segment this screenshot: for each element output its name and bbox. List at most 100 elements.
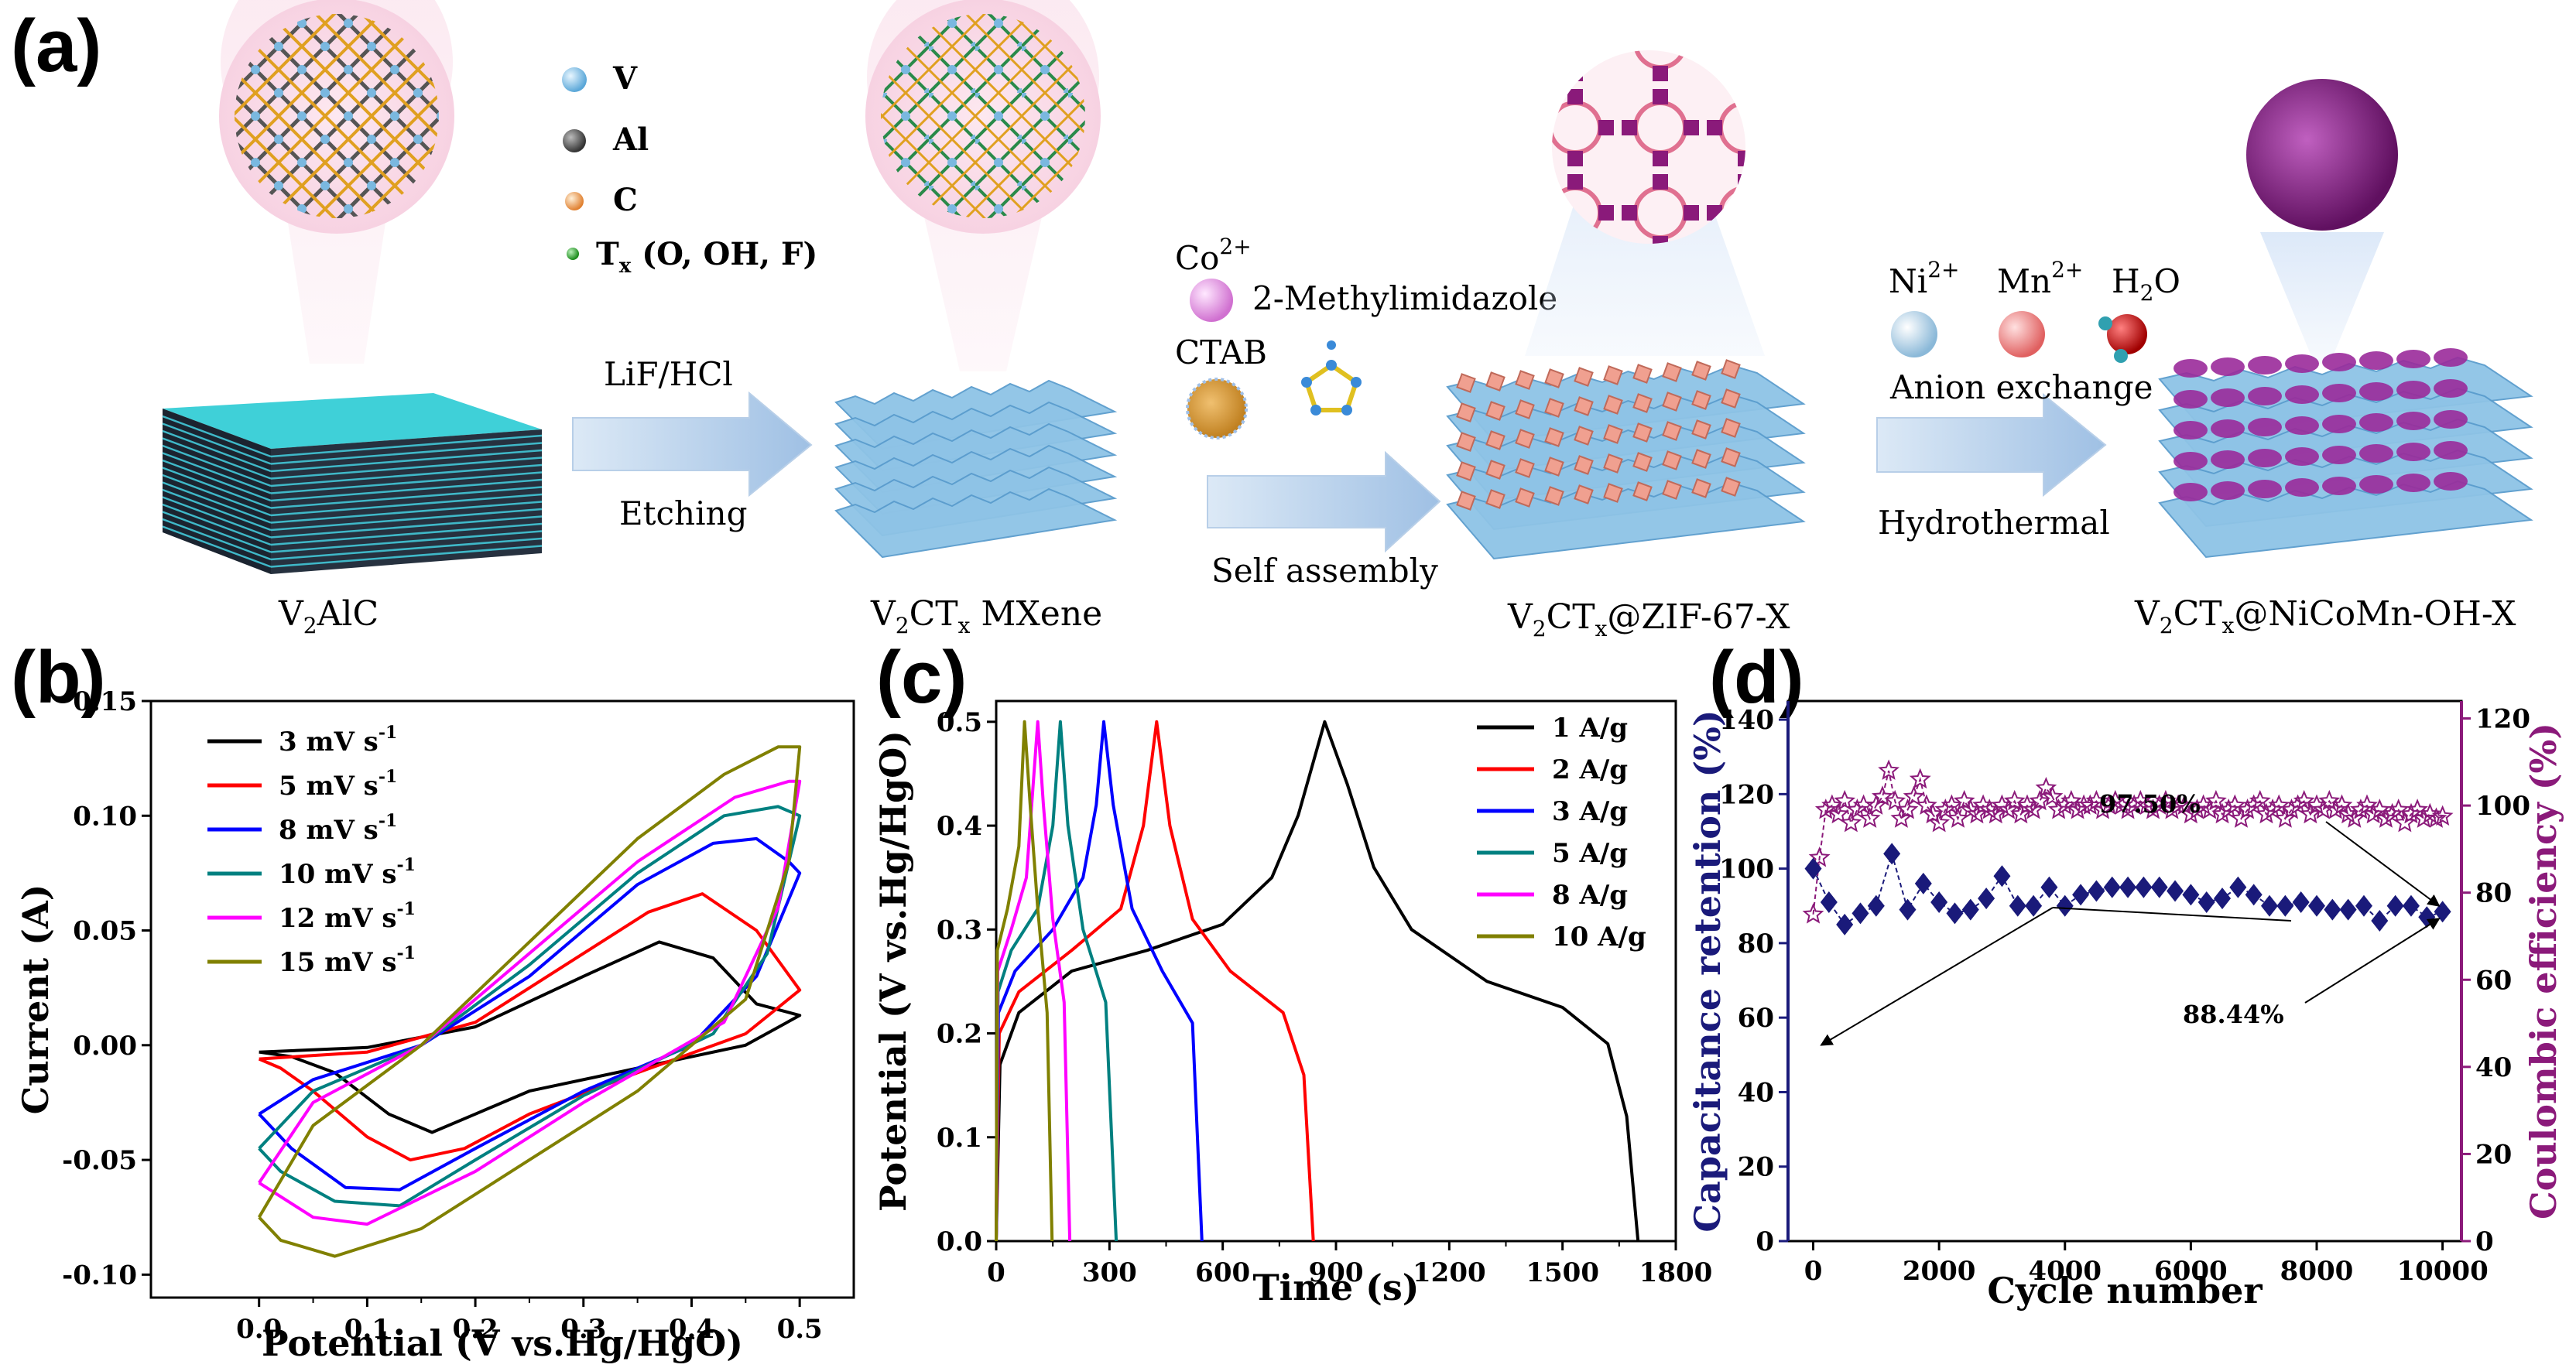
ni-ion-icon	[1891, 311, 1937, 357]
retention-point	[2276, 894, 2294, 917]
annotation-arrow	[2325, 821, 2441, 907]
efficiency-point	[1884, 789, 1906, 811]
legend-t: Tx (O, OH, F)	[596, 236, 817, 278]
retention-point	[2103, 876, 2121, 898]
cv-curve-1	[259, 940, 802, 1134]
co-ion-icon	[1190, 279, 1233, 322]
retention-point	[2371, 910, 2389, 932]
efficiency-point	[1834, 789, 1856, 811]
efficiency-point	[2023, 799, 2044, 819]
y-tick-label: 0.00	[73, 1031, 137, 1062]
x-tick-label: 0.0	[236, 1314, 282, 1345]
retention-point	[2167, 880, 2184, 902]
y-tick-label: 100	[1719, 854, 1774, 885]
y-tick-label: 0.2	[937, 1019, 982, 1050]
plot-frame	[149, 699, 855, 1299]
mn-ion-icon	[1999, 311, 2045, 357]
efficiency-point	[1928, 811, 1951, 833]
efficiency-point	[1953, 789, 1975, 811]
efficiency-point	[2425, 807, 2448, 828]
y2-axis-label: Coulombic efficiency (%)	[2523, 723, 2564, 1219]
efficiency-point	[2406, 799, 2428, 819]
legend-label: 3 A/g	[1552, 796, 1628, 827]
legend-label: 10 mV s-1	[279, 855, 416, 890]
efficiency-point	[2060, 789, 2082, 811]
efficiency-point	[2331, 794, 2353, 815]
gcd-curve-3	[995, 720, 1204, 1242]
legend-label: 15 mV s-1	[279, 943, 416, 978]
v2alc-lattice-sphere	[235, 14, 439, 218]
legend-label: 2 A/g	[1552, 754, 1628, 785]
annotation-arrow-tail	[2052, 907, 2292, 922]
plot-frame	[1786, 699, 2463, 1243]
x-tick-label: 0.5	[777, 1314, 823, 1345]
retention-point	[1820, 891, 1838, 913]
mxene-structure	[834, 0, 1118, 559]
y-tick-label: 0.1	[937, 1123, 982, 1154]
efficiency-point	[2299, 802, 2321, 824]
y-tick-label: 20	[1738, 1152, 1774, 1183]
retention-point	[1978, 887, 1995, 910]
retention-point	[2386, 894, 2404, 917]
retention-point	[2009, 894, 2026, 917]
y-tick-label: 0.3	[937, 915, 982, 946]
retention-point	[2355, 894, 2372, 917]
step3-water: H2O	[2112, 262, 2180, 306]
efficiency-point	[1865, 794, 1887, 815]
efficiency-point	[2393, 812, 2416, 833]
retention-point	[2150, 876, 2168, 898]
y-tick-label: 140	[1719, 705, 1774, 736]
efficiency-point	[1821, 794, 1843, 815]
step3-top: Anion exchange	[1889, 368, 2153, 406]
y-tick-label: 0.5	[937, 707, 982, 738]
panel-c-chart: (c) 0 300 600 900 1200 1500 1800 0.0 0.1 0.2 0.3 0.4…	[872, 636, 1712, 1308]
annotation-arrow	[2304, 918, 2441, 1004]
efficiency-point	[1890, 807, 1913, 828]
y-tick-label: 0.05	[73, 916, 137, 947]
retention-point	[2402, 894, 2420, 917]
v-atom-icon	[562, 67, 587, 92]
efficiency-point	[2318, 789, 2341, 811]
x-tick-label: 0	[987, 1257, 1005, 1288]
mxene-lattice-sphere	[881, 14, 1085, 218]
zif67-framework	[1552, 50, 1745, 244]
y-tick-label: 80	[1738, 929, 1774, 959]
efficiency-point	[2230, 807, 2252, 828]
label-nicomn: V2CTx@NiCoMn-OH-X	[2134, 594, 2516, 638]
retention-point	[2214, 887, 2232, 910]
efficiency-point	[2268, 794, 2290, 815]
y2-tick-label: 0	[2475, 1226, 2494, 1257]
retention-point	[2197, 891, 2215, 913]
efficiency-point	[2073, 794, 2095, 815]
arrow-hydrothermal-shape	[1876, 392, 2107, 498]
legend-label: 3 mV s-1	[279, 723, 397, 758]
legend-label: 8 A/g	[1552, 880, 1628, 911]
retention-point	[1899, 898, 1917, 921]
panel-b-letter: (b)	[11, 636, 106, 719]
legend-label: 5 mV s-1	[279, 767, 397, 802]
legend-label: 10 A/g	[1552, 922, 1646, 952]
x-tick-label: 1200	[1413, 1257, 1486, 1288]
retention-point	[1961, 898, 1979, 921]
efficiency-point	[1947, 807, 1969, 828]
efficiency-point	[2293, 789, 2315, 811]
efficiency-point	[1922, 802, 1944, 824]
zif67-structure	[1446, 50, 1806, 560]
efficiency-point	[2369, 799, 2391, 819]
legend-al: Al	[612, 121, 649, 158]
x-tick-label: 300	[1082, 1257, 1137, 1288]
x-tick-label: 8000	[2280, 1256, 2354, 1287]
retention-point	[2088, 880, 2105, 902]
x-tick-label: 0.1	[344, 1314, 390, 1345]
efficiency-point	[1916, 794, 1937, 815]
legend-c: C	[613, 182, 638, 218]
retention-point	[2418, 906, 2436, 929]
efficiency-point	[2041, 785, 2064, 806]
t-atom-icon	[567, 248, 579, 260]
efficiency-point	[1909, 768, 1931, 789]
label-zif67: V2CTx@ZIF-67-X	[1507, 597, 1790, 641]
gcd-curve-5	[995, 720, 1072, 1242]
step3-ion1: Ni2+	[1889, 257, 1959, 300]
y2-tick-label: 80	[2475, 878, 2512, 909]
